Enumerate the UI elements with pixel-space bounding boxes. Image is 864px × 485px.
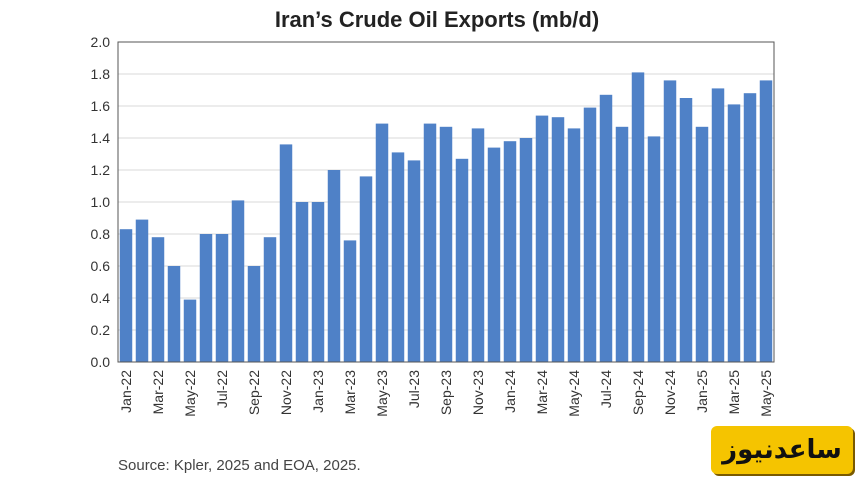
x-tick-label: Mar-23 bbox=[342, 370, 358, 415]
x-tick-label: May-24 bbox=[566, 370, 582, 417]
y-tick-label: 0.6 bbox=[91, 258, 111, 274]
bar-feb-23 bbox=[327, 170, 341, 362]
bar-jun-23 bbox=[391, 152, 405, 362]
bar-jul-23 bbox=[407, 160, 421, 362]
x-tick-label: Jul-23 bbox=[406, 370, 422, 408]
bar-jul-22 bbox=[215, 234, 229, 362]
y-tick-label: 1.6 bbox=[91, 98, 111, 114]
x-tick-label: Mar-25 bbox=[726, 370, 742, 415]
bars bbox=[119, 72, 773, 363]
y-tick-label: 0.4 bbox=[91, 290, 111, 306]
bar-may-23 bbox=[375, 123, 389, 362]
bar-dec-22 bbox=[295, 202, 309, 362]
bar-oct-22 bbox=[263, 237, 277, 362]
x-tick-label: May-22 bbox=[182, 370, 198, 417]
plot-frame bbox=[117, 41, 775, 363]
y-tick-label: 2.0 bbox=[91, 34, 111, 50]
bar-feb-22 bbox=[135, 219, 149, 362]
x-tick-label: May-23 bbox=[374, 370, 390, 417]
bar-jan-22 bbox=[119, 229, 133, 362]
x-axis-ticks: Jan-22 Mar-22 May-22 Jul-22 Sep-22 Nov-22 Jan-… bbox=[118, 370, 774, 417]
y-tick-label: 1.4 bbox=[91, 130, 111, 146]
bar-oct-24 bbox=[647, 136, 661, 362]
watermark-text: ساعدنیوز bbox=[722, 435, 842, 465]
bar-apr-24 bbox=[551, 117, 565, 362]
bar-nov-23 bbox=[471, 128, 485, 362]
bar-dec-24 bbox=[679, 98, 693, 362]
x-tick-label: Jan-23 bbox=[310, 370, 326, 413]
x-tick-label: Jan-24 bbox=[502, 370, 518, 413]
y-tick-label: 0.2 bbox=[91, 322, 111, 338]
bar-mar-24 bbox=[535, 115, 549, 362]
x-tick-label: May-25 bbox=[758, 370, 774, 417]
x-tick-label: Sep-22 bbox=[246, 370, 262, 415]
x-tick-label: Nov-23 bbox=[470, 370, 486, 415]
bar-jan-25 bbox=[695, 126, 709, 362]
bar-apr-23 bbox=[359, 176, 373, 362]
bar-sep-24 bbox=[631, 72, 645, 363]
bar-jan-23 bbox=[311, 202, 325, 362]
source-note: Source: Kpler, 2025 and EOA, 2025. bbox=[118, 457, 361, 474]
bar-nov-22 bbox=[279, 144, 293, 362]
bar-jun-24 bbox=[583, 107, 597, 362]
bar-may-22 bbox=[183, 299, 197, 362]
bar-mar-25 bbox=[727, 104, 741, 363]
y-tick-label: 1.8 bbox=[91, 66, 111, 82]
bar-feb-24 bbox=[519, 138, 533, 362]
y-tick-label: 1.2 bbox=[91, 162, 111, 178]
bar-aug-23 bbox=[423, 123, 437, 362]
x-tick-label: Jan-25 bbox=[694, 370, 710, 413]
y-axis-ticks: 0.0 0.2 0.4 0.6 0.8 1.0 1.2 1.4 1.6 1.8 2.0 bbox=[91, 34, 111, 370]
x-tick-label: Sep-23 bbox=[438, 370, 454, 415]
y-tick-label: 1.0 bbox=[91, 194, 111, 210]
bar-may-25 bbox=[759, 80, 773, 363]
x-tick-label: Jan-22 bbox=[118, 370, 134, 413]
bar-aug-24 bbox=[615, 126, 629, 362]
x-tick-label: Jul-24 bbox=[598, 370, 614, 408]
bar-mar-22 bbox=[151, 237, 165, 362]
x-tick-label: Mar-22 bbox=[150, 370, 166, 415]
bar-apr-22 bbox=[167, 266, 181, 362]
bar-nov-24 bbox=[663, 80, 677, 363]
y-tick-label: 0.0 bbox=[91, 354, 111, 370]
bar-aug-22 bbox=[231, 200, 245, 362]
bar-jul-24 bbox=[599, 94, 613, 363]
x-tick-label: Sep-24 bbox=[630, 370, 646, 415]
bar-oct-23 bbox=[455, 158, 469, 362]
bar-jun-22 bbox=[199, 234, 213, 362]
bar-sep-22 bbox=[247, 266, 261, 362]
watermark-logo: ساعدنیوز bbox=[711, 426, 853, 474]
x-tick-label: Nov-22 bbox=[278, 370, 294, 415]
bar-feb-25 bbox=[711, 88, 725, 363]
bar-jan-24 bbox=[503, 141, 517, 362]
bar-dec-23 bbox=[487, 147, 501, 362]
bar-sep-23 bbox=[439, 126, 453, 362]
bar-may-24 bbox=[567, 128, 581, 362]
x-tick-label: Nov-24 bbox=[662, 370, 678, 415]
bar-apr-25 bbox=[743, 93, 757, 362]
bar-mar-23 bbox=[343, 240, 357, 362]
x-tick-label: Mar-24 bbox=[534, 370, 550, 415]
y-tick-label: 0.8 bbox=[91, 226, 111, 242]
chart-title: Iran’s Crude Oil Exports (mb/d) bbox=[275, 7, 599, 32]
x-tick-label: Jul-22 bbox=[214, 370, 230, 408]
